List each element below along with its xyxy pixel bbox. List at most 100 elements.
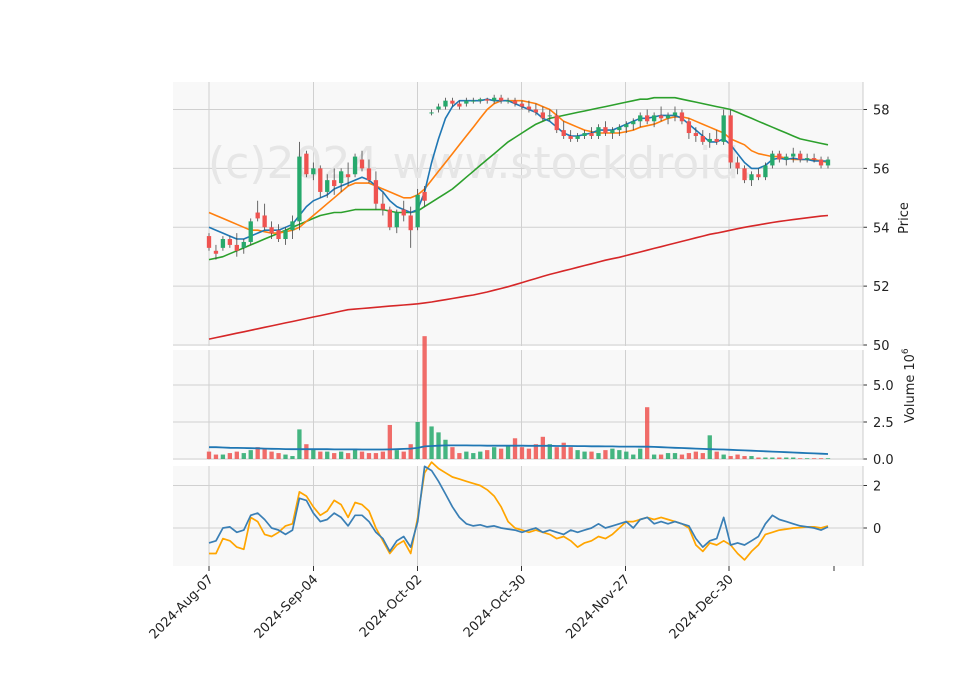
candle-body [547, 115, 552, 117]
price-tick-label: 54 [873, 221, 890, 236]
candle-body [380, 203, 386, 210]
candle-body [811, 158, 817, 160]
candle-body [290, 221, 295, 231]
volume-bar [582, 451, 587, 459]
volume-bar [359, 451, 365, 459]
volume-bar [220, 454, 226, 459]
volume-bar [478, 451, 483, 459]
candle-body [770, 153, 775, 166]
candle-body [798, 153, 803, 160]
candle-body [763, 165, 768, 178]
volume-bar [408, 444, 413, 459]
volume-bar [624, 451, 629, 459]
volume-bar [325, 451, 330, 459]
volume-bar [526, 448, 532, 459]
candle-body [443, 100, 448, 107]
volume-bar [533, 444, 539, 459]
volume-bar [415, 422, 420, 459]
candle-body [610, 130, 615, 134]
candle-body [617, 127, 622, 131]
candle-body [679, 112, 685, 122]
candle-body [234, 244, 239, 251]
osc-series-a-line [208, 465, 829, 553]
candle-body [345, 174, 351, 178]
x-tick-label: 2024-Sep-04 [252, 572, 322, 642]
candle-body [721, 115, 726, 142]
volume-bar [498, 448, 504, 459]
candle-body [526, 106, 532, 110]
candle-body [638, 115, 643, 122]
volume-unit-base: 10 [903, 354, 918, 371]
candle-body [478, 99, 483, 101]
volume-bar [707, 435, 712, 459]
volume-bar [818, 458, 824, 459]
volume-bar [373, 453, 379, 459]
price-tick-label: 50 [873, 339, 890, 354]
volume-axis-label-text: Volume [903, 375, 918, 423]
volume-bar [485, 450, 490, 459]
volume-bar [777, 457, 782, 459]
volume-bar [213, 454, 219, 459]
volume-bar [825, 458, 831, 459]
candle-body [262, 215, 267, 228]
candle-body [519, 103, 525, 107]
volume-unit-exp: 6 [901, 348, 911, 354]
price-tick-label: 52 [873, 280, 890, 295]
candle-body [756, 174, 761, 178]
volume-bar [665, 453, 671, 459]
x-tick-label: 2024-Aug-07 [147, 572, 217, 642]
candle-body [338, 171, 344, 184]
volume-bar [589, 451, 594, 459]
candle-body [728, 115, 733, 163]
candle-body [512, 100, 518, 104]
candle-body [742, 168, 747, 181]
volume-bar [422, 336, 427, 459]
volume-bar [561, 442, 566, 459]
volume-bar [450, 447, 455, 459]
candle-body [533, 109, 539, 113]
volume-bar [638, 448, 643, 459]
candle-body [672, 112, 678, 116]
price-tick-label: 58 [873, 104, 890, 119]
candle-body [784, 156, 789, 160]
volume-bar [227, 453, 233, 459]
volume-bar [255, 447, 260, 459]
volume-bar [366, 453, 372, 459]
volume-bar [304, 444, 309, 459]
volume-tick-label: 0.0 [873, 453, 894, 468]
candle-body [248, 221, 253, 242]
volume-bar [631, 454, 636, 459]
candle-body [269, 227, 274, 234]
volume-bar [728, 456, 733, 459]
volume-bar [505, 445, 511, 459]
candle-body [464, 100, 469, 104]
grid-layer [173, 82, 863, 566]
candle-body [561, 130, 566, 136]
candle-body [297, 156, 302, 222]
candle-body [332, 180, 337, 187]
price-axis-label: Price [897, 202, 912, 234]
candle-body [283, 230, 288, 240]
volume-bar [784, 457, 789, 459]
candle-body [624, 124, 629, 128]
x-tick-label: 2024-Oct-02 [357, 572, 425, 640]
volume-bar [206, 451, 212, 459]
candle-body [213, 250, 219, 254]
candle-body [373, 180, 379, 204]
candle-body [658, 115, 664, 119]
candle-body [387, 209, 392, 228]
candle-body [276, 230, 281, 240]
candle-body [596, 127, 601, 136]
ma-slow-line [208, 96, 829, 261]
candle-body [359, 159, 365, 169]
candle-body [818, 159, 824, 166]
candle-body [804, 158, 810, 160]
volume-bar [269, 451, 274, 459]
candle-body [631, 121, 636, 125]
candle-body [241, 241, 246, 248]
candle-body [352, 156, 358, 175]
candle-body [645, 115, 650, 122]
price-tick-label: 56 [873, 162, 890, 177]
x-tick-label: 2024-Oct-30 [461, 572, 529, 640]
candle-body [582, 133, 587, 136]
